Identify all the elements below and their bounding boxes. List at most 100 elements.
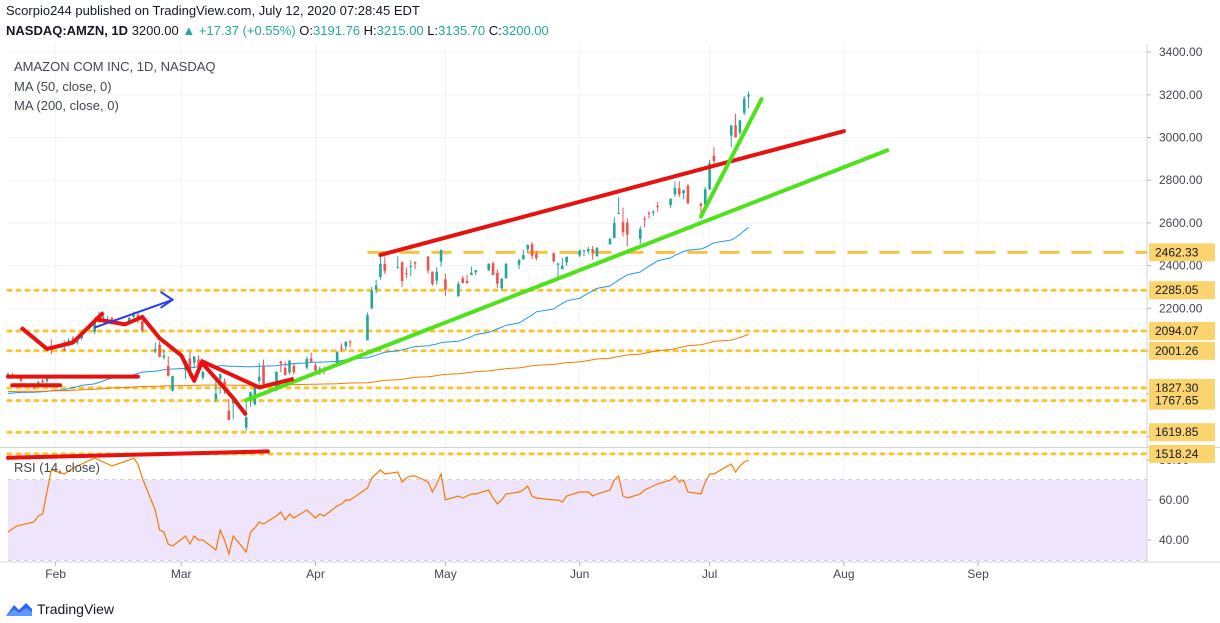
time-tick-label: Sep — [967, 567, 989, 581]
candle-body — [556, 263, 560, 265]
candle-body — [41, 380, 44, 382]
candle-body — [465, 280, 469, 284]
tradingview-brand: TradingView — [37, 601, 115, 617]
candle-body — [682, 190, 685, 194]
up-arrow-icon: ▲ — [182, 23, 196, 38]
candle-body — [621, 222, 625, 233]
candle-body — [734, 125, 737, 138]
candle-body — [275, 371, 278, 388]
level-label-dashed: 2462.33 — [1155, 245, 1199, 259]
published-line: Scorpio244 published on TradingView.com,… — [6, 3, 420, 18]
line-red-bottom — [6, 449, 270, 460]
tradingview-logo-icon — [6, 603, 32, 616]
candle-body — [643, 218, 646, 220]
high-label: H: — [363, 23, 377, 38]
candle-body — [140, 321, 144, 331]
candle-body — [535, 253, 538, 258]
zigzag-red-3 — [201, 362, 248, 417]
candle-body — [426, 256, 430, 271]
candle-body — [470, 272, 473, 276]
rsi-tick-label: 60.00 — [1159, 493, 1189, 507]
rsi-polyline — [7, 457, 749, 557]
zigzag-red-4 — [202, 359, 295, 390]
candle-body — [444, 279, 447, 290]
last-price: 3200.00 — [131, 23, 179, 38]
candle-body — [500, 278, 504, 289]
candle-body — [335, 351, 339, 365]
candle-body — [729, 125, 733, 136]
open-label: O: — [299, 23, 314, 38]
candle-body — [608, 238, 612, 245]
time-tick-label: Apr — [306, 567, 325, 581]
drawings — [6, 97, 890, 460]
trendline-green-steep — [698, 97, 764, 219]
candle-body — [591, 249, 594, 253]
high-value: 3215.00 — [376, 23, 424, 38]
candle-body — [439, 249, 443, 262]
candle-body — [565, 256, 568, 263]
candle-body — [491, 263, 495, 276]
candle-body — [101, 316, 105, 318]
candle-body — [457, 283, 460, 297]
level-label: 2001.26 — [1155, 344, 1199, 358]
candle-body — [742, 98, 746, 113]
price-tick-label: 2400.00 — [1159, 259, 1203, 273]
candle-body — [283, 368, 287, 376]
level-label: 1827.30 — [1155, 381, 1199, 395]
price-tick-label: 2800.00 — [1159, 173, 1203, 187]
ma200-line — [8, 334, 749, 392]
candle-body — [686, 185, 690, 204]
candle-body — [153, 349, 157, 352]
level-label: 2285.05 — [1155, 283, 1199, 297]
arrow-blue-head — [160, 290, 175, 309]
candle-body — [647, 212, 651, 215]
zigzag-red-1 — [19, 311, 105, 351]
candle-body — [171, 376, 174, 391]
arrow-blue-shaft — [94, 298, 173, 329]
candle-body — [656, 205, 659, 207]
price-change: +17.37 (+0.55%) — [198, 23, 296, 38]
candle-body — [405, 273, 408, 275]
candle-body — [344, 341, 348, 347]
candle-body — [162, 355, 166, 358]
low-label: L: — [427, 23, 439, 38]
candle-body — [677, 188, 681, 195]
candle-body — [587, 248, 590, 252]
candle-body — [314, 365, 317, 371]
level-label: 2094.07 — [1155, 324, 1199, 338]
level-label: 1619.85 — [1155, 425, 1199, 439]
chart-title: AMAZON COM INC, 1D, NASDAQ — [14, 59, 216, 74]
candle-body — [262, 366, 265, 384]
level-label-bg — [1149, 341, 1215, 360]
candle-body — [435, 271, 439, 281]
time-tick-label: Mar — [171, 567, 192, 581]
ma50-legend: MA (50, close, 0) — [14, 79, 112, 94]
candle-body — [651, 211, 655, 213]
time-tick-label: Feb — [45, 567, 66, 581]
symbol-ohlc-bar: NASDAQ:AMZN, 1D 3200.00 ▲ +17.37 (+0.55%… — [6, 23, 549, 38]
rsi-band — [8, 480, 1147, 560]
candle-body — [309, 358, 313, 362]
candle-body — [63, 348, 66, 351]
candle-body — [201, 371, 205, 378]
zigzag-red-2 — [94, 314, 205, 383]
candle-body — [638, 228, 642, 239]
time-tick-label: Aug — [833, 567, 854, 581]
time-tick-label: May — [434, 567, 457, 581]
price-tick-label: 2600.00 — [1159, 216, 1203, 230]
price-tick-label: 2200.00 — [1159, 301, 1203, 315]
ma200-legend: MA (200, close, 0) — [14, 98, 119, 113]
candle-body — [747, 94, 750, 97]
close-value: 3200.00 — [501, 23, 549, 38]
candle-body — [279, 361, 283, 364]
candle-body — [530, 244, 534, 256]
trendline-green-lower — [244, 148, 890, 403]
candle-body — [413, 262, 417, 264]
candle-body — [409, 265, 413, 267]
symbol-label: NASDAQ:AMZN, 1D — [6, 23, 129, 38]
price-chart[interactable]: 1600.001800.002000.002200.002400.002600.… — [0, 44, 1220, 596]
time-tick-label: Jul — [702, 567, 717, 581]
price-tick-label: 3200.00 — [1159, 88, 1203, 102]
candle-body — [192, 356, 196, 363]
